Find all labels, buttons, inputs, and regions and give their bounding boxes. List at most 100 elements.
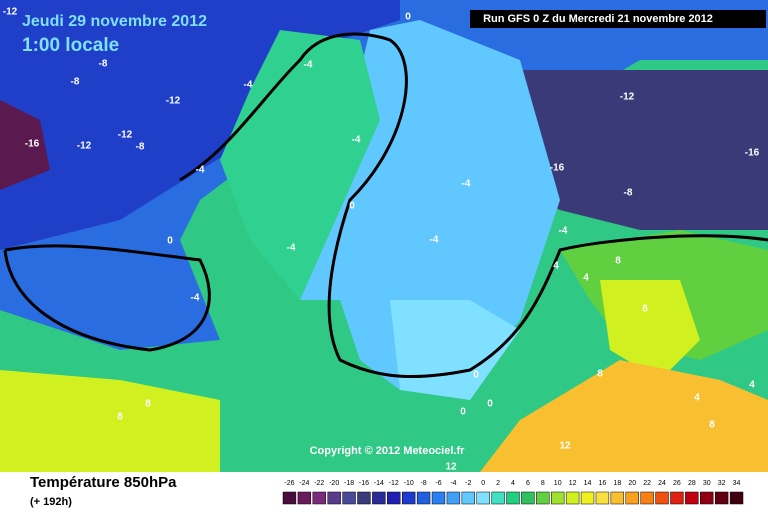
map-background: [0, 0, 768, 472]
scale-swatch: [536, 491, 550, 505]
contour-label: 12: [445, 462, 457, 473]
contour-label: 8: [597, 369, 603, 380]
contour-label: 0: [405, 12, 411, 23]
scale-swatch: [565, 491, 580, 505]
contour-label: -4: [430, 235, 439, 246]
scale-label: -22: [314, 480, 324, 487]
scale-swatch: [729, 491, 744, 505]
footer-title: Température 850hPa: [30, 474, 177, 491]
scale-swatch: [700, 491, 714, 505]
scale-label: -4: [450, 480, 456, 487]
scale-swatch: [640, 491, 654, 505]
map-time: 1:00 locale: [22, 35, 119, 56]
contour-label: -16: [745, 148, 760, 159]
footer-subtitle: (+ 192h): [30, 496, 72, 508]
copyright: Copyright © 2012 Meteociel.fr: [310, 445, 466, 457]
scale-label: -10: [404, 480, 414, 487]
scale-label: 10: [554, 480, 562, 487]
contour-label: -4: [304, 60, 313, 71]
contour-label: 0: [473, 370, 479, 381]
contour-label: 4: [583, 273, 589, 284]
contour-label: -16: [550, 163, 565, 174]
contour-label: 8: [642, 304, 648, 315]
scale-swatch: [610, 491, 625, 505]
contour-label: 4: [553, 261, 559, 272]
scale-swatch: [551, 491, 565, 505]
scale-label: 26: [673, 480, 681, 487]
scale-label: -14: [374, 480, 384, 487]
scale-swatch: [297, 491, 312, 505]
scale-label: 8: [541, 480, 545, 487]
scale-swatch: [625, 491, 639, 505]
scale-label: 20: [628, 480, 636, 487]
scale-swatch: [714, 491, 729, 505]
contour-label: -4: [244, 80, 253, 91]
scale-swatch: [357, 491, 371, 505]
scale-swatch: [685, 491, 699, 505]
scale-swatch: [655, 491, 669, 505]
contour-label: -4: [559, 226, 568, 237]
scale-label: 0: [481, 480, 485, 487]
contour-label: 8: [117, 412, 123, 423]
scale-swatch: [595, 491, 610, 505]
scale-label: 2: [496, 480, 500, 487]
scale-swatch: [506, 491, 520, 505]
contour-label: -12: [77, 141, 92, 152]
contour-label: 12: [559, 441, 571, 452]
contour-label: -12: [166, 96, 181, 107]
scale-swatch: [431, 491, 446, 505]
contour-label: -12: [620, 92, 635, 103]
scale-label: -18: [344, 480, 354, 487]
contour-label: 0: [487, 399, 493, 410]
contour-label: -8: [99, 59, 108, 70]
contour-label: -4: [287, 243, 296, 254]
scale-swatch: [446, 491, 461, 505]
color-scale: -26 -24 -22 -20 -18 -16 -14 -12 -10 -8 -6 -4 -2 0 2 4 6 8…: [282, 480, 744, 505]
scale-label: 34: [733, 480, 741, 487]
scale-label: -20: [329, 480, 339, 487]
contour-label: -4: [352, 135, 361, 146]
scale-label: 6: [526, 480, 530, 487]
contour-labels: -12-8-8-12-12-12-16 -8-4-4-4-4000-4-4-4-4…: [3, 7, 760, 473]
scale-swatch: [670, 491, 684, 505]
scale-label: -2: [465, 480, 471, 487]
scale-label: -26: [284, 480, 294, 487]
scale-swatch: [580, 491, 595, 505]
scale-label: -24: [299, 480, 309, 487]
scale-label: -12: [389, 480, 399, 487]
scale-label: 12: [569, 480, 577, 487]
contour-label: -4: [462, 179, 471, 190]
run-info: Run GFS 0 Z du Mercredi 21 novembre 2012: [483, 13, 713, 25]
scale-label: 4: [511, 480, 515, 487]
contour-label: 4: [694, 393, 700, 404]
scale-swatch: [521, 491, 535, 505]
scale-label: 30: [703, 480, 711, 487]
scale-label: 16: [599, 480, 607, 487]
contour-label: 0: [349, 201, 355, 212]
scale-swatch: [401, 491, 416, 505]
contour-label: -16: [25, 139, 40, 150]
scale-label: 28: [688, 480, 696, 487]
scale-swatch: [491, 491, 505, 505]
scale-swatch: [476, 491, 490, 505]
scale-swatch: [327, 491, 341, 505]
scale-swatch: [282, 491, 297, 505]
contour-label: 0: [167, 236, 173, 247]
contour-label: 8: [145, 399, 151, 410]
contour-label: 4: [749, 380, 755, 391]
scale-label: 14: [584, 480, 592, 487]
contour-label: -8: [136, 142, 145, 153]
scale-swatch: [372, 491, 386, 505]
contour-label: 0: [460, 407, 466, 418]
contour-label: -4: [196, 165, 205, 176]
scale-swatch: [461, 491, 475, 505]
scale-label: 18: [613, 480, 621, 487]
contour-label: 8: [615, 256, 621, 267]
scale-label: 22: [643, 480, 651, 487]
contour-label: 8: [709, 420, 715, 431]
scale-label: -6: [435, 480, 441, 487]
contour-label: -4: [191, 293, 200, 304]
map-date: Jeudi 29 novembre 2012: [22, 13, 207, 30]
contour-label: -12: [118, 130, 133, 141]
